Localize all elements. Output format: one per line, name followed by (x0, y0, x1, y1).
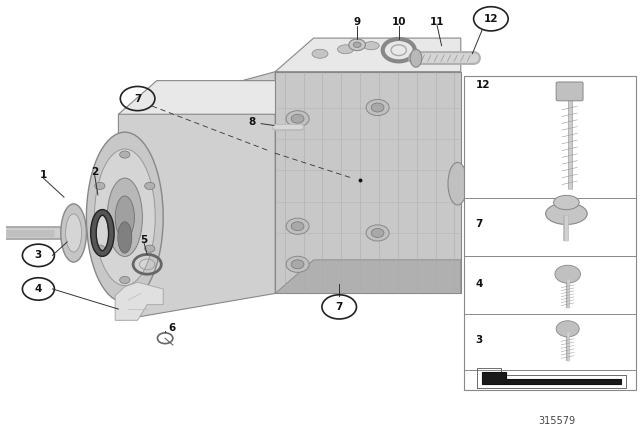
Circle shape (556, 321, 579, 337)
Polygon shape (118, 81, 314, 114)
Text: 3: 3 (476, 336, 483, 345)
Circle shape (95, 245, 105, 252)
Circle shape (120, 151, 130, 158)
Circle shape (291, 114, 304, 123)
Text: 7: 7 (335, 302, 343, 312)
Circle shape (349, 39, 365, 51)
Circle shape (353, 42, 361, 47)
Text: 12: 12 (476, 80, 490, 90)
Text: 11: 11 (430, 17, 444, 27)
Circle shape (286, 111, 309, 127)
Ellipse shape (61, 204, 86, 262)
Text: 315579: 315579 (538, 416, 575, 426)
Polygon shape (115, 282, 163, 320)
Circle shape (286, 218, 309, 234)
Circle shape (291, 260, 304, 269)
Ellipse shape (95, 149, 156, 286)
Ellipse shape (312, 49, 328, 58)
Text: 9: 9 (353, 17, 361, 27)
Circle shape (286, 256, 309, 272)
Polygon shape (275, 260, 461, 293)
Ellipse shape (108, 178, 143, 256)
FancyBboxPatch shape (556, 82, 583, 101)
Ellipse shape (554, 195, 579, 210)
Ellipse shape (545, 203, 588, 224)
Ellipse shape (118, 222, 132, 253)
Ellipse shape (66, 214, 82, 252)
Ellipse shape (364, 42, 380, 50)
Text: 7: 7 (476, 219, 483, 229)
Circle shape (366, 225, 389, 241)
FancyBboxPatch shape (464, 76, 636, 390)
Polygon shape (118, 72, 275, 320)
Text: 10: 10 (392, 17, 406, 27)
Polygon shape (482, 372, 621, 384)
Ellipse shape (115, 196, 134, 238)
Text: 6: 6 (168, 323, 175, 333)
Polygon shape (275, 72, 461, 293)
Circle shape (120, 276, 130, 284)
Text: 4: 4 (35, 284, 42, 294)
Circle shape (145, 245, 155, 252)
Circle shape (95, 182, 105, 190)
Circle shape (371, 228, 384, 237)
Ellipse shape (86, 132, 163, 302)
Circle shape (555, 265, 580, 283)
Text: 3: 3 (35, 250, 42, 260)
Circle shape (291, 222, 304, 231)
Text: 7: 7 (134, 94, 141, 103)
Text: 2: 2 (91, 168, 99, 177)
Text: 1: 1 (40, 170, 47, 180)
Circle shape (145, 182, 155, 190)
Text: 5: 5 (140, 235, 148, 245)
Polygon shape (275, 38, 461, 72)
Ellipse shape (338, 45, 354, 54)
Circle shape (366, 99, 389, 116)
Text: 4: 4 (476, 280, 483, 289)
Ellipse shape (410, 49, 422, 67)
Text: 8: 8 (248, 117, 255, 127)
Text: 12: 12 (484, 14, 498, 24)
Ellipse shape (448, 162, 467, 205)
Circle shape (371, 103, 384, 112)
